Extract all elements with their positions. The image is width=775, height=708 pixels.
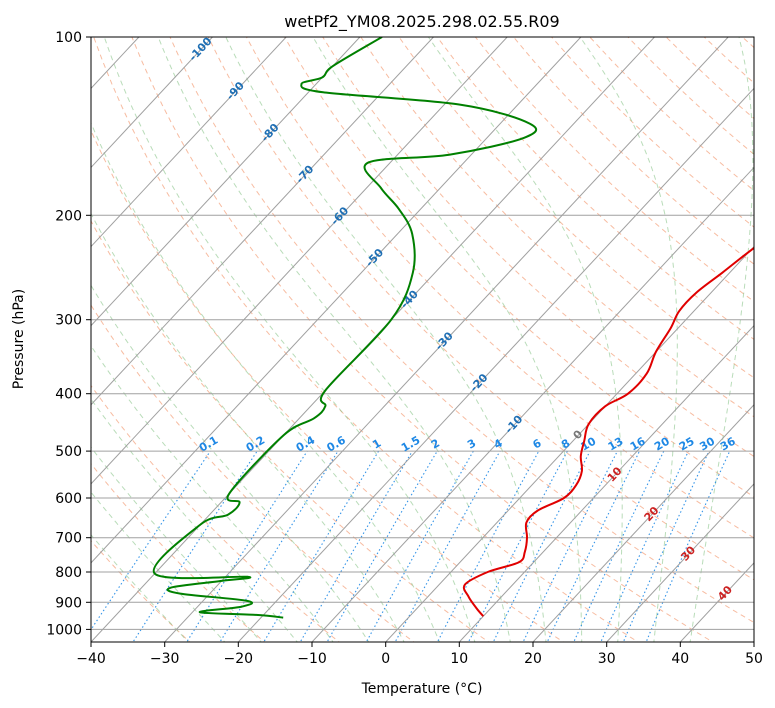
y-tick-label: 600 [55,491,82,507]
y-tick-label: 800 [55,565,82,581]
moist-adiabat [312,37,583,642]
dry-adiabat [284,37,754,498]
mixing-ratio-line [132,450,258,642]
x-axis: −40 −30 −20 −10 0 10 20 30 40 50 [76,642,763,667]
isotherm-line [91,37,287,248]
dry-adiabat [245,37,754,539]
isotherm-line [0,37,65,642]
x-tick-label: −20 [224,651,254,667]
y-tick-label: 300 [55,313,82,329]
isotherm-line [311,166,754,642]
x-tick-label: −40 [76,651,106,667]
isotherm-line [237,87,754,642]
y-tick-label: 200 [55,208,82,224]
mixing-ratio-line [546,450,640,642]
x-axis-title: Temperature (°C) [361,681,483,697]
moist-adiabat [689,37,754,642]
isotherm-line [532,403,754,642]
background-lines [0,37,754,642]
y-axis-title: Pressure (hPa) [11,289,27,389]
y-tick-label: 700 [55,531,82,547]
moist-adiabat [579,37,678,642]
mixing-ratio-line [573,450,665,642]
isotherm-line [458,324,754,642]
profiles [152,37,754,619]
x-tick-label: 50 [745,651,763,667]
isotherm-line [385,245,754,642]
mixing-ratio-line [436,450,540,642]
x-tick-label: −30 [150,651,180,667]
isotherm-line [753,641,754,642]
dry-adiabat [91,219,490,642]
dry-adiabat [398,37,754,379]
plot-frame [90,36,755,643]
isotherm-line [91,37,434,406]
moist-adiabat [103,37,476,642]
plot-background [91,37,754,642]
y-tick-label: 500 [55,444,82,460]
x-tick-label: 20 [524,651,542,667]
dry-adiabat [93,37,639,642]
moist-adiabat [91,284,370,642]
x-tick-label: 0 [381,651,390,667]
y-tick-label: 900 [55,595,82,611]
dry-adiabat [91,304,415,642]
y-tick-label: 1000 [46,622,82,638]
moist-adiabat [157,37,511,642]
plot-area: -100-90-80-70-60-50-40-30-20-10 010203040… [0,35,755,643]
temperature-profile [462,246,754,617]
mixing-ratio-line [186,450,308,642]
isotherm-line [91,37,582,564]
isotherm-line [606,483,754,642]
dry-adiabat [474,37,754,303]
chart-title: wetPf2_YM08.2025.298.02.55.R09 [284,12,559,32]
x-tick-label: 40 [671,651,689,667]
x-tick-label: 30 [598,651,616,667]
mixing-ratio-line [219,450,339,642]
y-tick-label: 400 [55,387,82,403]
isotherm-line [91,37,213,169]
x-tick-label: −10 [297,651,327,667]
mixing-ratio-line [91,450,211,631]
y-axis: 100 200 300 400 500 600 700 800 900 1000 [46,30,91,638]
isotherm-line [91,37,361,327]
x-tick-label: 10 [450,651,468,667]
y-tick-label: 100 [55,30,82,46]
dewpoint-profile [152,37,538,619]
isotherm-line [164,37,729,642]
mixing-ratio-line [326,450,438,642]
isotherm-line [91,37,508,485]
mixing-ratio-line [299,450,413,642]
moist-adiabat [427,37,623,642]
